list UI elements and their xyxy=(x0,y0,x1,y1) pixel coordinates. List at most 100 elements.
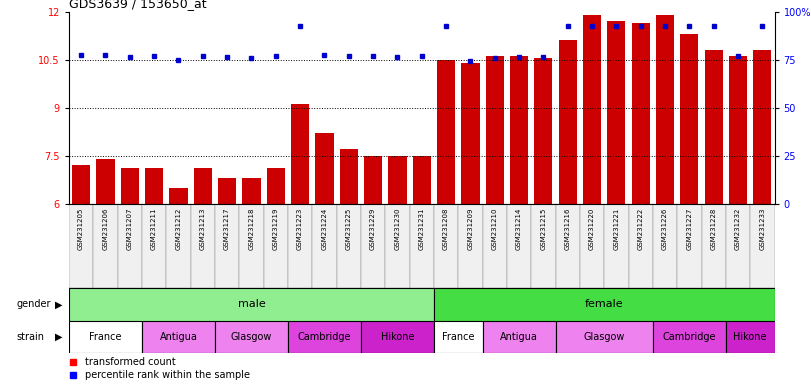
Bar xyxy=(340,149,358,204)
Bar xyxy=(434,288,775,321)
Bar xyxy=(458,204,483,288)
Text: percentile rank within the sample: percentile rank within the sample xyxy=(85,370,250,380)
Text: France: France xyxy=(89,332,122,342)
Bar xyxy=(69,321,142,353)
Text: GSM231210: GSM231210 xyxy=(491,208,498,250)
Text: GSM231221: GSM231221 xyxy=(613,208,620,250)
Text: GSM231211: GSM231211 xyxy=(151,208,157,250)
Bar xyxy=(410,204,434,288)
Bar xyxy=(726,204,750,288)
Bar xyxy=(750,204,775,288)
Text: female: female xyxy=(585,299,624,310)
Bar xyxy=(264,204,288,288)
Bar xyxy=(242,178,260,204)
Bar xyxy=(191,204,215,288)
Text: GSM231208: GSM231208 xyxy=(443,208,449,250)
Bar xyxy=(556,204,580,288)
Text: GSM231228: GSM231228 xyxy=(710,208,717,250)
Bar xyxy=(702,204,726,288)
Bar xyxy=(215,321,288,353)
Bar xyxy=(166,204,191,288)
Bar xyxy=(656,15,674,204)
Text: GSM231215: GSM231215 xyxy=(540,208,547,250)
Text: Cambridge: Cambridge xyxy=(298,332,351,342)
Bar xyxy=(145,168,163,204)
Text: gender: gender xyxy=(16,299,51,310)
Bar xyxy=(413,156,431,204)
Bar xyxy=(288,204,312,288)
Text: GSM231209: GSM231209 xyxy=(467,208,474,250)
Bar xyxy=(583,15,601,204)
Text: ▶: ▶ xyxy=(55,299,63,310)
Bar xyxy=(461,63,479,204)
Text: GSM231216: GSM231216 xyxy=(564,208,571,250)
Text: GSM231223: GSM231223 xyxy=(297,208,303,250)
Text: ▶: ▶ xyxy=(55,332,63,342)
Bar xyxy=(194,168,212,204)
Text: Glasgow: Glasgow xyxy=(583,332,625,342)
Bar xyxy=(142,321,215,353)
Text: GSM231222: GSM231222 xyxy=(637,208,644,250)
Text: GSM231218: GSM231218 xyxy=(248,208,255,250)
Bar xyxy=(486,56,504,204)
Bar xyxy=(556,321,653,353)
Bar xyxy=(677,204,702,288)
Bar xyxy=(239,204,264,288)
Text: transformed count: transformed count xyxy=(85,358,176,367)
Text: GSM231207: GSM231207 xyxy=(127,208,133,250)
Bar xyxy=(215,204,239,288)
Bar xyxy=(169,187,187,204)
Bar xyxy=(607,21,625,204)
Bar xyxy=(753,50,771,204)
Bar xyxy=(337,204,361,288)
Bar xyxy=(388,156,406,204)
Bar xyxy=(483,321,556,353)
Bar xyxy=(361,204,385,288)
Text: GSM231219: GSM231219 xyxy=(272,208,279,250)
Text: strain: strain xyxy=(16,332,45,342)
Bar xyxy=(653,321,726,353)
Bar xyxy=(385,204,410,288)
Text: Hikone: Hikone xyxy=(380,332,414,342)
Text: GSM231217: GSM231217 xyxy=(224,208,230,250)
Bar xyxy=(653,204,677,288)
Bar xyxy=(531,204,556,288)
Bar xyxy=(142,204,166,288)
Text: France: France xyxy=(442,332,474,342)
Bar xyxy=(69,204,93,288)
Text: GSM231229: GSM231229 xyxy=(370,208,376,250)
Bar xyxy=(118,204,142,288)
Bar xyxy=(629,204,653,288)
Text: GDS3639 / 153650_at: GDS3639 / 153650_at xyxy=(69,0,207,10)
Bar xyxy=(559,40,577,204)
Text: male: male xyxy=(238,299,265,310)
Text: Hikone: Hikone xyxy=(733,332,767,342)
Bar xyxy=(93,204,118,288)
Text: Antigua: Antigua xyxy=(160,332,197,342)
Text: GSM231205: GSM231205 xyxy=(78,208,84,250)
Text: GSM231225: GSM231225 xyxy=(345,208,352,250)
Bar xyxy=(507,204,531,288)
Text: GSM231206: GSM231206 xyxy=(102,208,109,250)
Bar xyxy=(729,56,747,204)
Bar xyxy=(288,321,361,353)
Bar xyxy=(705,50,723,204)
Text: GSM231212: GSM231212 xyxy=(175,208,182,250)
Bar xyxy=(483,204,507,288)
Bar xyxy=(218,178,236,204)
Text: GSM231232: GSM231232 xyxy=(735,208,741,250)
Bar xyxy=(69,288,434,321)
Text: Glasgow: Glasgow xyxy=(230,332,272,342)
Text: Cambridge: Cambridge xyxy=(663,332,716,342)
Bar xyxy=(121,168,139,204)
Text: GSM231231: GSM231231 xyxy=(418,208,425,250)
Bar xyxy=(434,321,483,353)
Bar xyxy=(434,204,458,288)
Bar xyxy=(315,133,333,204)
Text: GSM231224: GSM231224 xyxy=(321,208,328,250)
Text: GSM231233: GSM231233 xyxy=(759,208,766,250)
Text: GSM231213: GSM231213 xyxy=(200,208,206,250)
Text: GSM231214: GSM231214 xyxy=(516,208,522,250)
Bar xyxy=(726,321,775,353)
Bar xyxy=(364,156,382,204)
